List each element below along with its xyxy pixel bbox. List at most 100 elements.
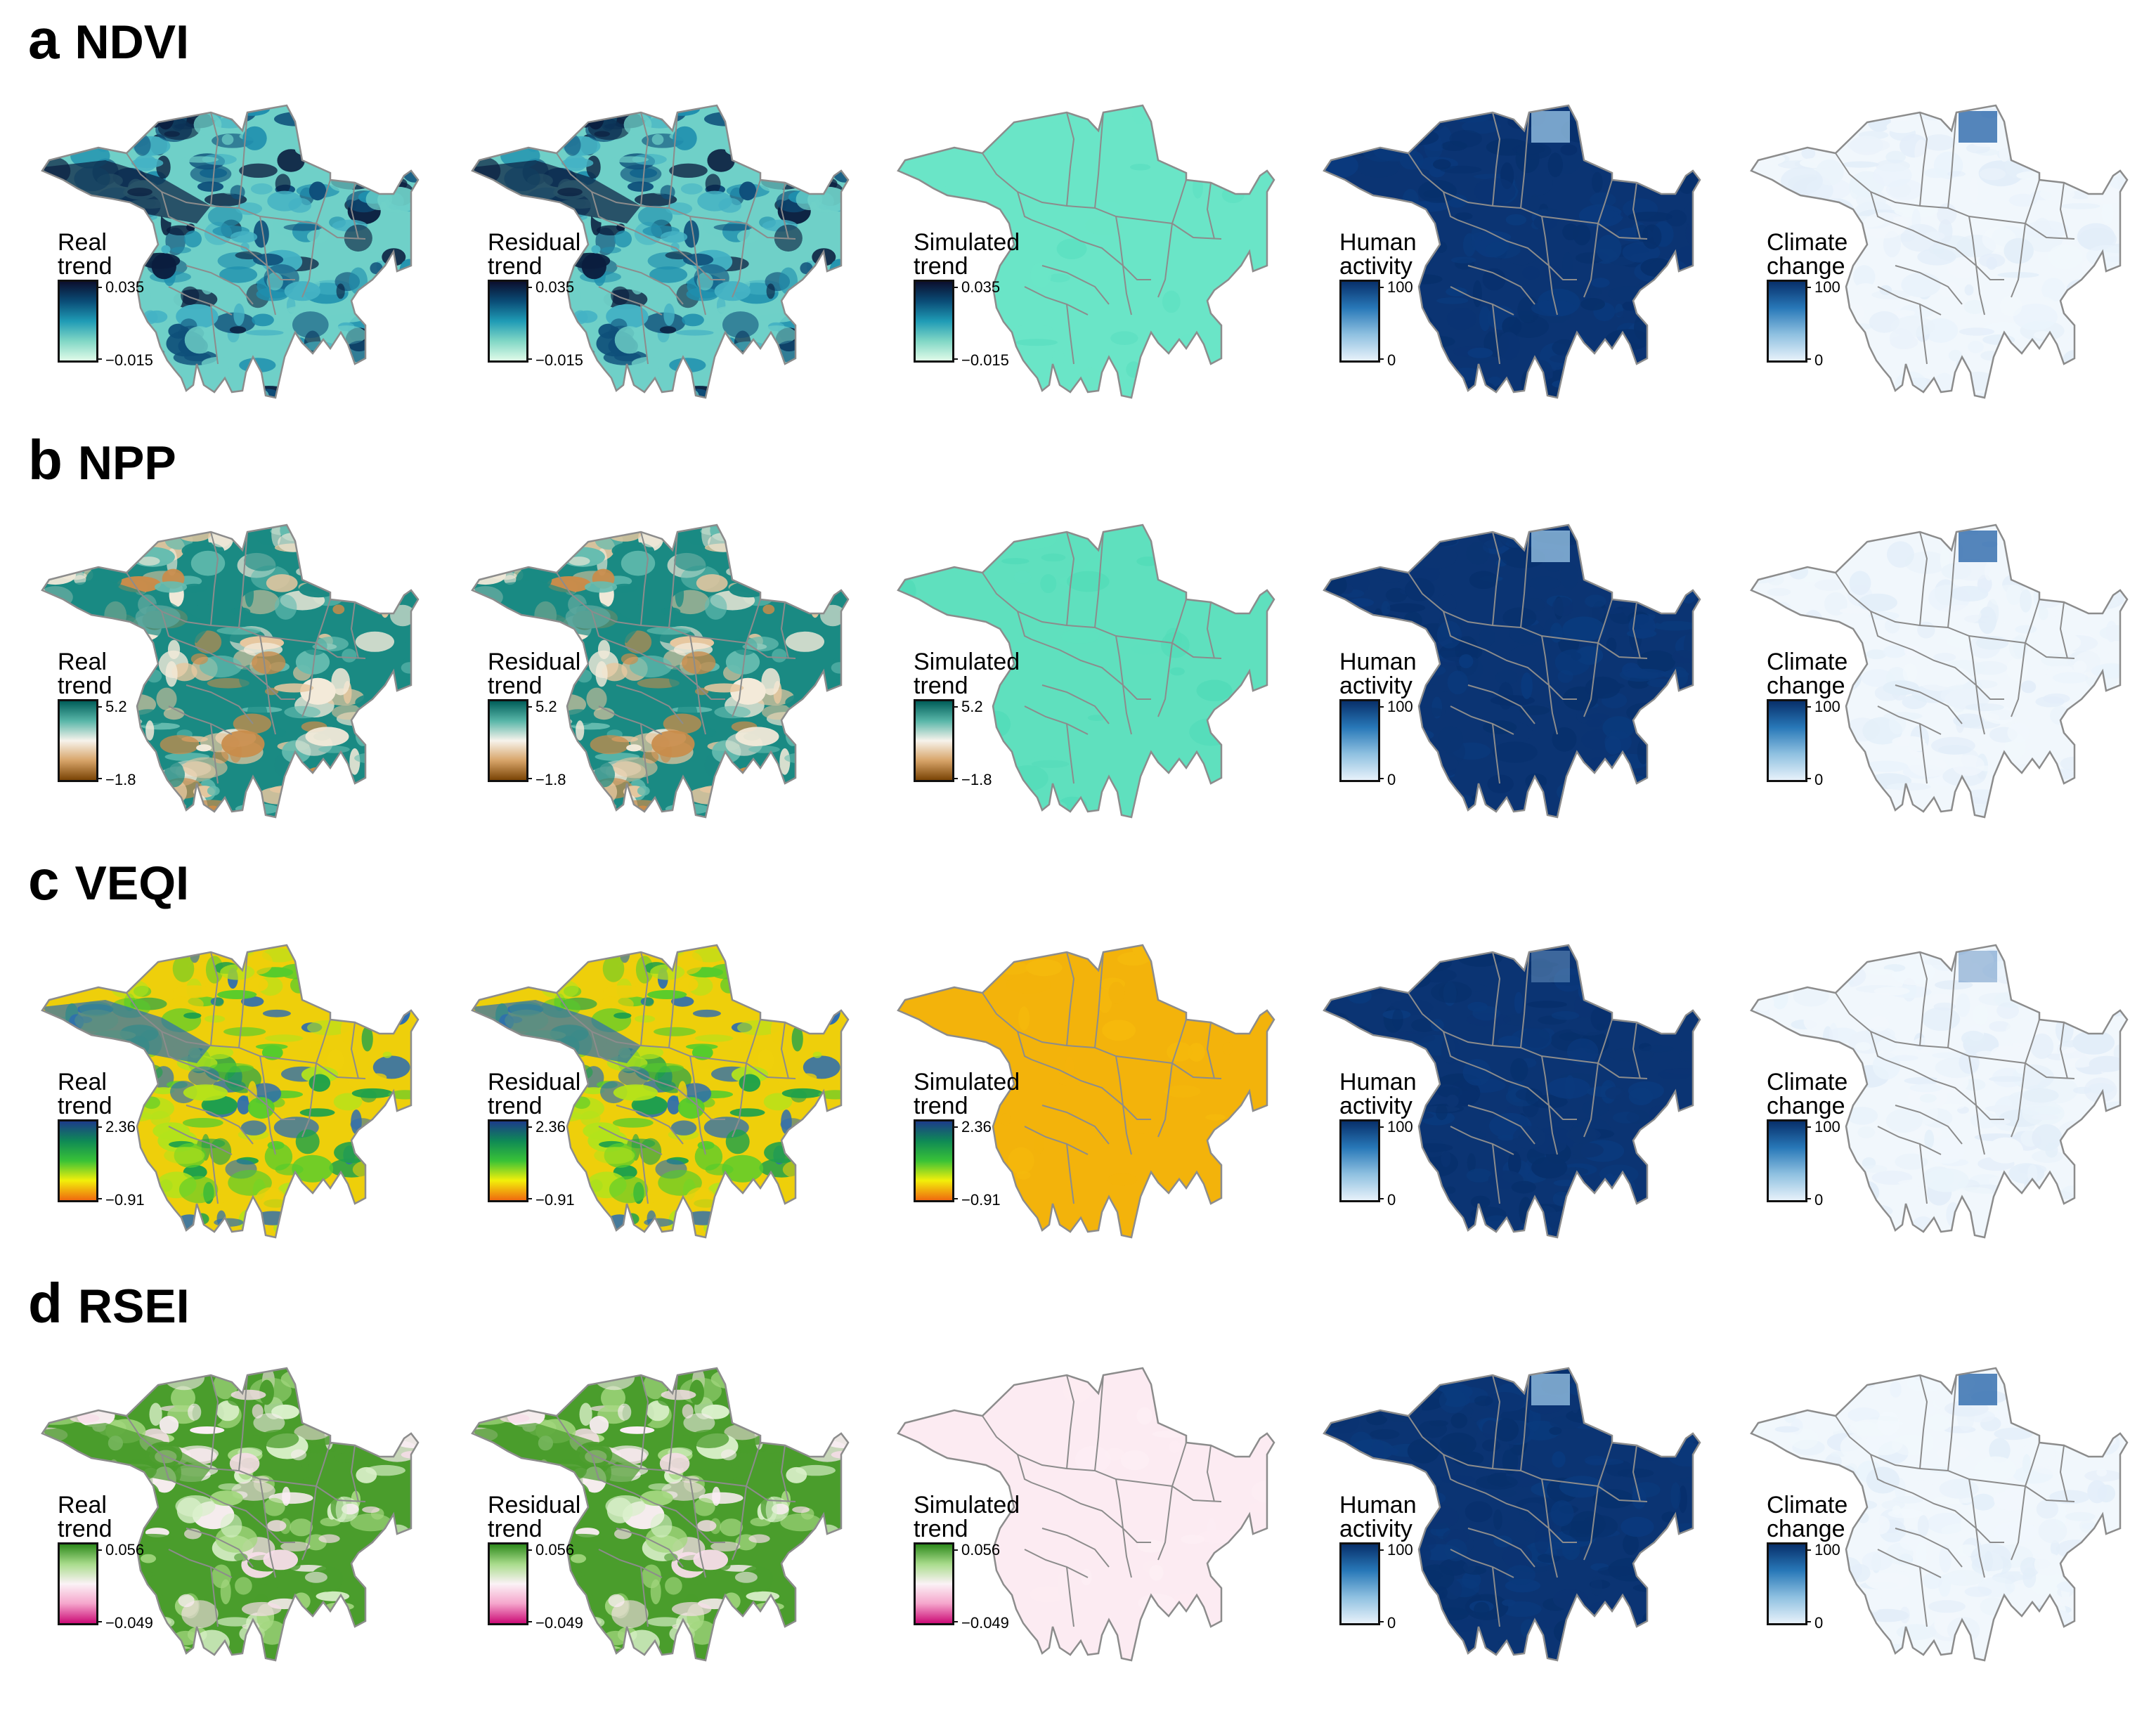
legend-colorbar [58,1542,98,1625]
legend-tick-mark [1378,1549,1384,1551]
legend-max-label: 100 [1387,1541,1413,1559]
subregion-boundary [1492,723,1500,784]
legend-title: Residual trend [488,1493,580,1541]
subregion-boundary [186,1528,254,1568]
region-outline [1323,104,1701,399]
legend-min-label: −0.91 [535,1191,575,1209]
subregion-boundary [2025,1019,2040,1064]
subregion-boundary [1884,639,2004,700]
legend-title-line: activity [1339,672,1413,699]
map-panel-b-3: Simulated trend 5.2 −1.8 [856,474,1287,868]
region-outline [897,104,1275,399]
subregion-boundary [210,1566,219,1627]
subregion-boundary [1115,216,1132,315]
subregion-boundary [1520,112,1530,209]
map-panel-c-1: Real trend 2.36 −0.91 [0,894,431,1288]
subregion-boundary [259,1055,276,1155]
subregion-boundary [1583,1062,1599,1138]
legend-tick-mark [96,1621,102,1622]
region-map [897,104,1275,399]
subregion-boundary [1443,1031,1458,1060]
region-outline [41,104,420,399]
subregion-boundary [780,182,789,240]
legend-title: Human activity [1339,1493,1417,1541]
legend-title: Human activity [1339,1070,1417,1118]
subregion-boundary [1024,1549,1089,1578]
subregion-boundary [1206,601,1215,659]
legend-title: Simulated trend [914,230,1020,278]
subregion-boundary [1467,265,1535,305]
subregion-boundary [238,531,248,628]
subregion-boundary [640,1374,649,1469]
subregion-boundary [2011,642,2026,717]
map-panel-d-1: Real trend 0.056 −0.049 [0,1318,431,1711]
map-panel-b-2: Residual trend 5.2 −1.8 [430,474,862,868]
map-panel-a-5: Climate change 100 0 [1709,55,2141,448]
subregion-boundary [1632,1445,1641,1502]
subregion-boundary [1583,642,1599,717]
subregion-boundary [1632,182,1641,240]
subregion-boundary [175,219,295,280]
index-name: VEQI [74,857,190,910]
legend-title: Simulated trend [914,1493,1020,1541]
subregion-boundary [1115,1478,1132,1578]
legend-min-label: 0 [1387,1191,1396,1209]
subregion-boundary [1919,112,1928,207]
subregion-boundary [2011,1062,2026,1138]
subregion-boundary [350,182,359,240]
legend-title: Residual trend [488,230,580,278]
subregion-boundary [259,635,276,735]
subregion-boundary [1066,951,1075,1046]
subregion-boundary [640,531,649,626]
subregion-boundary [1884,1482,2004,1543]
region-outline [41,1367,420,1662]
legend-tick-mark [952,287,958,288]
subregion-boundary [640,304,649,365]
legend-min-label: −0.049 [105,1614,153,1632]
legend-tick-mark [952,358,958,360]
legend-title-line: trend [914,1516,968,1542]
legend-title-line: Simulated [914,649,1020,675]
legend-tick-mark [952,1198,958,1199]
legend-tick-mark [1378,1621,1384,1622]
legend-max-label: 0.056 [961,1541,1001,1559]
subregion-boundary [1919,723,1928,784]
row-header-c: c VEQI [28,852,189,909]
legend-title: Real trend [58,1070,112,1118]
subregion-boundary [2025,1442,2040,1487]
subregion-boundary [1041,684,1110,724]
index-name: NPP [77,436,176,490]
legend-max-label: 0.056 [105,1541,145,1559]
subregion-boundary [210,112,219,207]
subregion-boundary [1947,951,1957,1048]
subregion-boundary [259,1478,276,1578]
subregion-boundary [1066,112,1075,207]
subregion-boundary [2059,601,2068,659]
legend-title-line: Climate [1767,649,1848,675]
subregion-boundary [161,1031,176,1060]
map-panel-b-4: Human activity 100 0 [1282,474,1713,868]
legend-tick-mark [1805,1621,1811,1622]
subregion-boundary [1895,1105,1963,1145]
subregion-boundary [1066,723,1074,784]
subregion-boundary [1115,1055,1132,1155]
legend-tick-mark [1805,287,1811,288]
subregion-boundary [259,216,276,315]
subregion-boundary [301,223,317,298]
subregion-boundary [616,684,684,724]
subregion-boundary [1541,635,1558,735]
subregion-boundary [350,601,359,659]
legend-tick-mark [96,287,102,288]
subregion-boundary [1450,1549,1514,1578]
subregion-boundary [2059,1022,2068,1079]
legend-title: Simulated trend [914,1070,1020,1118]
legend-title-line: trend [58,253,112,280]
subregion-boundary [732,1062,747,1138]
legend-title: Human activity [1339,230,1417,278]
legend-min-label: −1.8 [961,771,992,788]
legend-tick-mark [1805,1126,1811,1128]
legend-title: Simulated trend [914,650,1020,698]
legend-colorbar [914,280,954,363]
legend-tick-mark [1805,358,1811,360]
map-panel-c-3: Simulated trend 2.36 −0.91 [856,894,1287,1288]
